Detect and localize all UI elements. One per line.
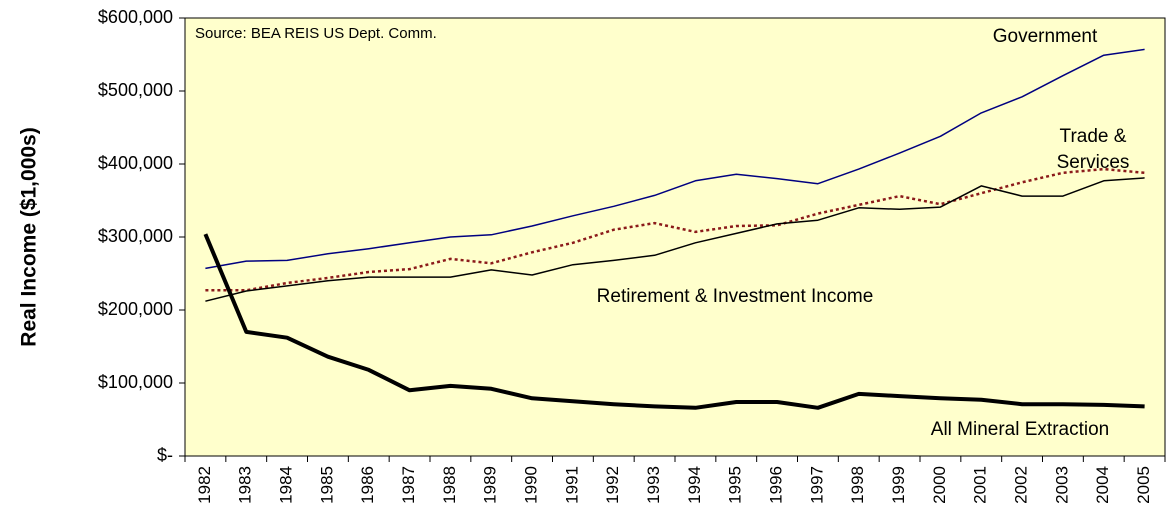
x-tick-label: 1993 (644, 466, 663, 504)
x-tick-label: 2005 (1134, 466, 1153, 504)
y-tick-label: $500,000 (98, 80, 173, 100)
series-label: Government (992, 26, 1098, 47)
x-tick-label: 1989 (481, 466, 500, 504)
y-tick-label: $300,000 (98, 226, 173, 246)
y-tick-label: $200,000 (98, 299, 173, 319)
series-line (205, 177, 1145, 302)
x-tick-label: 2002 (1012, 466, 1031, 504)
x-tick-label: 1984 (277, 466, 296, 504)
x-tick-label: 2004 (1093, 466, 1112, 504)
x-tick-label: 1997 (807, 466, 826, 504)
x-tick-label: 1998 (848, 466, 867, 504)
x-tick-label: 1983 (236, 466, 255, 504)
series-line (205, 48, 1145, 270)
x-tick-label: 1982 (195, 466, 214, 504)
y-tick-label: $- (157, 445, 173, 465)
x-tick-label: 1986 (358, 466, 377, 504)
x-tick-label: 1995 (726, 466, 745, 504)
x-tick-label: 1994 (685, 466, 704, 504)
x-tick-label: 2000 (930, 466, 949, 504)
series-line (205, 167, 1145, 292)
y-tick-label: $400,000 (98, 153, 173, 173)
x-tick-label: 1988 (440, 466, 459, 504)
series-label: All Mineral Extraction (930, 419, 1110, 440)
series-line (203, 233, 1145, 410)
x-tick-label: 1987 (399, 466, 418, 504)
y-tick-label: $100,000 (98, 372, 173, 392)
x-tick-label: 2001 (971, 466, 990, 504)
y-tick-label: $600,000 (98, 7, 173, 27)
x-tick-label: 2003 (1052, 466, 1071, 504)
plot-area (184, 17, 1166, 457)
x-tick-label: 1985 (317, 466, 336, 504)
x-tick-label: 1990 (522, 466, 541, 504)
y-axis-label: Real Income ($1,000s) (18, 127, 41, 346)
x-tick-label: 1999 (889, 466, 908, 504)
x-tick-label: 1991 (562, 466, 581, 504)
series-label: Retirement & Investment Income (596, 286, 874, 307)
source-note: Source: BEA REIS US Dept. Comm. (195, 25, 437, 42)
series-label: Trade & Services (1056, 126, 1130, 173)
x-tick-label: 1996 (767, 466, 786, 504)
x-tick-label: 1992 (603, 466, 622, 504)
